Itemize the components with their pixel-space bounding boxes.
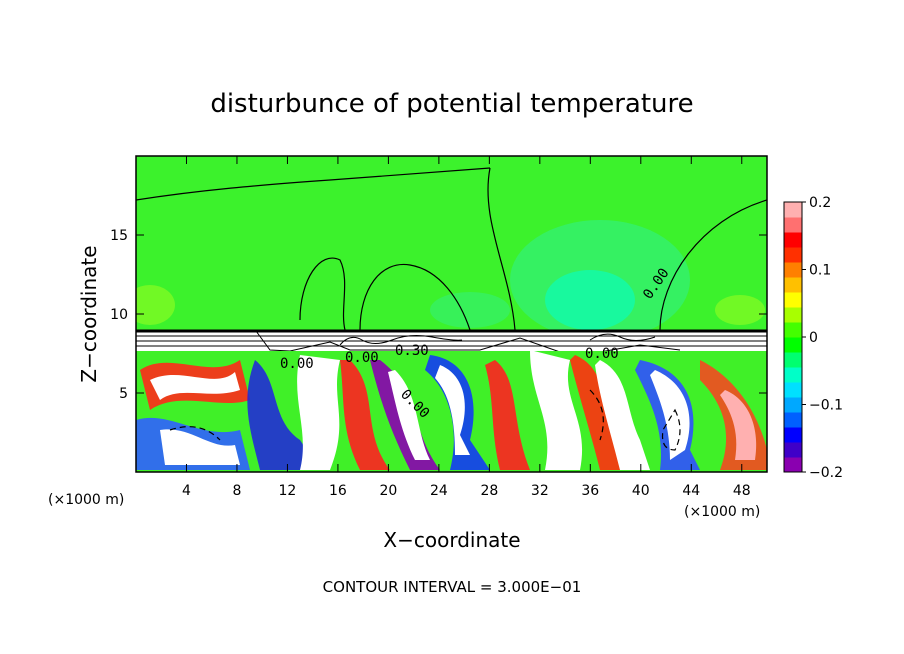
y-tick-label: 5 <box>119 386 128 402</box>
contour-label: 0.00 <box>585 346 619 362</box>
y-tick-label: 10 <box>110 307 128 323</box>
x-tick-label: 28 <box>480 483 498 499</box>
plot-area: 0.00 0.00 0.30 0.00 0.00 0.00 <box>136 156 767 472</box>
upper-field-patches <box>136 220 765 340</box>
colorbar-tick-label: 0.1 <box>809 263 831 279</box>
colorbar-swatch <box>784 322 802 338</box>
x-tick-label: 8 <box>232 483 241 499</box>
x-tick-label: 32 <box>531 483 549 499</box>
x-tick-label: 16 <box>329 483 347 499</box>
x-unit-label-left: (×1000 m) <box>48 492 124 508</box>
colorbar-swatch <box>784 202 802 218</box>
colorbar-swatch <box>784 307 802 323</box>
contour-label: 0.30 <box>395 343 429 359</box>
colorbar-swatch <box>784 337 802 353</box>
contour-label: 0.00 <box>280 356 314 372</box>
colorbar-swatch <box>784 292 802 308</box>
colorbar-swatch <box>784 262 802 278</box>
colorbar-swatch <box>784 382 802 398</box>
colorbar-tick-label: −0.2 <box>809 465 843 481</box>
colorbar-swatch <box>784 352 802 368</box>
band-contours <box>136 329 767 353</box>
colorbar-swatch <box>784 427 802 443</box>
x-tick-label: 36 <box>581 483 599 499</box>
contour-lines <box>136 167 767 451</box>
colorbar-swatch <box>784 367 802 383</box>
x-tick-label: 4 <box>182 483 191 499</box>
colorbar-tick-label: −0.1 <box>809 398 843 414</box>
colorbar-swatch <box>784 397 802 413</box>
colorbar-swatch <box>784 247 802 263</box>
x-tick-label: 48 <box>733 483 751 499</box>
x-axis: 4 8 12 16 20 24 28 32 36 40 44 48 <box>182 156 751 499</box>
colorbar-swatch <box>784 457 802 473</box>
lower-turbulence-field <box>136 350 767 472</box>
x-tick-label: 20 <box>379 483 397 499</box>
y-axis-label: Z−coordinate <box>77 245 101 382</box>
colorbar-tick-label: 0.2 <box>809 195 831 211</box>
y-tick-label: 15 <box>110 228 128 244</box>
colorbar-swatch <box>784 442 802 458</box>
x-tick-label: 12 <box>279 483 297 499</box>
colorbar-swatch <box>784 232 802 248</box>
colorbar-swatch <box>784 277 802 293</box>
x-unit-label-right: (×1000 m) <box>684 504 760 520</box>
x-tick-label: 24 <box>430 483 448 499</box>
contour-interval-footer: CONTOUR INTERVAL = 3.000E−01 <box>323 578 582 596</box>
colorbar-swatch <box>784 412 802 428</box>
colorbar: 0.2 0.1 0 −0.1 −0.2 <box>783 195 843 481</box>
x-axis-label: X−coordinate <box>383 528 520 552</box>
y-axis: 5 10 15 <box>110 228 767 402</box>
x-tick-label: 44 <box>682 483 700 499</box>
chart-title: disturbunce of potential temperature <box>210 89 693 119</box>
colorbar-swatch <box>784 217 802 233</box>
colorbar-tick-label: 0 <box>809 330 818 346</box>
contour-label: 0.00 <box>345 350 379 366</box>
x-tick-label: 40 <box>632 483 650 499</box>
